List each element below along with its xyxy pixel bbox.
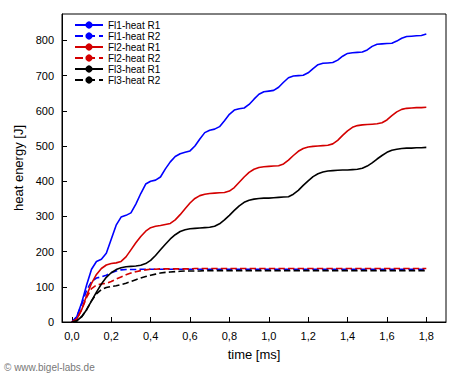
svg-text:0,2: 0,2 xyxy=(104,330,119,342)
svg-text:1,4: 1,4 xyxy=(340,330,355,342)
svg-text:0,8: 0,8 xyxy=(222,330,237,342)
svg-text:Fl1-heat R2: Fl1-heat R2 xyxy=(108,31,161,42)
svg-text:0,0: 0,0 xyxy=(64,330,79,342)
svg-text:0: 0 xyxy=(48,316,54,328)
svg-text:700: 700 xyxy=(36,70,54,82)
svg-text:400: 400 xyxy=(36,175,54,187)
svg-text:1,0: 1,0 xyxy=(261,330,276,342)
svg-text:0,4: 0,4 xyxy=(143,330,158,342)
svg-text:1,6: 1,6 xyxy=(379,330,394,342)
svg-text:heat energy [J]: heat energy [J] xyxy=(11,125,26,211)
svg-text:1,8: 1,8 xyxy=(419,330,434,342)
svg-text:200: 200 xyxy=(36,246,54,258)
svg-text:Fl3-heat R1: Fl3-heat R1 xyxy=(108,64,161,75)
svg-text:1,2: 1,2 xyxy=(301,330,316,342)
svg-text:500: 500 xyxy=(36,140,54,152)
svg-text:Fl2-heat R1: Fl2-heat R1 xyxy=(108,42,161,53)
svg-text:100: 100 xyxy=(36,281,54,293)
svg-text:0,6: 0,6 xyxy=(182,330,197,342)
svg-text:Fl1-heat R1: Fl1-heat R1 xyxy=(108,20,161,31)
svg-text:© www.bigel-labs.de: © www.bigel-labs.de xyxy=(4,362,95,373)
svg-text:600: 600 xyxy=(36,105,54,117)
svg-text:Fl2-heat R2: Fl2-heat R2 xyxy=(108,53,161,64)
svg-text:800: 800 xyxy=(36,34,54,46)
svg-text:time [ms]: time [ms] xyxy=(228,347,281,362)
svg-text:Fl3-heat R2: Fl3-heat R2 xyxy=(108,75,161,86)
svg-text:300: 300 xyxy=(36,210,54,222)
